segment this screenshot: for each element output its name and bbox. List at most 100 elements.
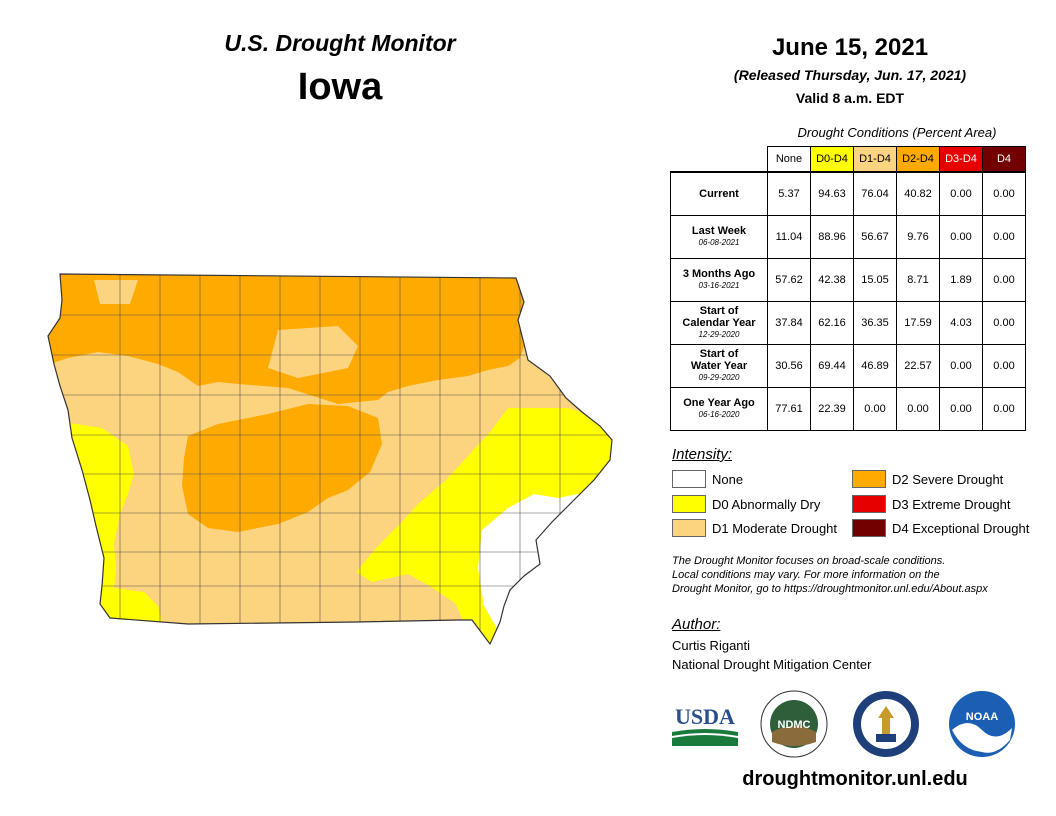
row-label: Last Week 06-08-2021 (670, 215, 768, 259)
table-body: Current 5.37 94.63 76.04 40.82 0.00 0.00 Last W… (670, 171, 1026, 431)
author-title: Author: (672, 616, 721, 633)
row-label: One Year Ago 06-16-2020 (670, 387, 768, 431)
noaa-logo-icon: NOAA (949, 691, 1015, 757)
table-row: Start of Calendar Year 12-29-2020 37.84 62.1… (670, 301, 1026, 345)
row-label: Start of Water Year 09-29-2020 (670, 344, 768, 388)
table-header-row: None D0-D4 D1-D4 D2-D4 D3-D4 D4 (670, 146, 1026, 173)
row-label-line: Start of (699, 348, 739, 360)
drought-monitor-note: The Drought Monitor focuses on broad-sca… (672, 554, 1052, 596)
table-cell: 46.89 (853, 344, 897, 388)
legend-label: D3 Extreme Drought (892, 496, 1011, 512)
table-row: One Year Ago 06-16-2020 77.61 22.39 0.00 0.00… (670, 387, 1026, 431)
legend-label: D2 Severe Drought (892, 471, 1004, 487)
legend-d3: D3 Extreme Drought (852, 495, 1011, 513)
table-cell: 77.61 (767, 387, 811, 431)
d1-pocket (94, 280, 138, 304)
table-cell: 62.16 (810, 301, 854, 345)
table-cell: 0.00 (982, 344, 1026, 388)
row-date: 12-29-2020 (698, 330, 740, 339)
legend-swatch (852, 519, 886, 537)
table-cell: 9.76 (896, 215, 940, 259)
table-cell: 11.04 (767, 215, 811, 259)
intensity-title: Intensity: (672, 446, 733, 463)
table-cell: 0.00 (939, 344, 983, 388)
table-cell: 0.00 (982, 387, 1026, 431)
ndmc-logo-icon: NDMC (760, 690, 828, 758)
legend-d4: D4 Exceptional Drought (852, 519, 1029, 537)
row-label-line: Current (699, 188, 739, 200)
d2-central-region (182, 404, 382, 532)
legend-label: D4 Exceptional Drought (892, 520, 1030, 536)
table-cell: 0.00 (982, 215, 1026, 259)
table-cell: 0.00 (982, 301, 1026, 345)
col-header: None (767, 146, 811, 173)
legend-swatch (672, 519, 706, 537)
col-header: D2-D4 (896, 146, 940, 173)
table-row: 3 Months Ago 03-16-2021 57.62 42.38 15.05 8.7… (670, 258, 1026, 302)
conditions-title: Drought Conditions (Percent Area) (797, 125, 997, 140)
table-cell: 88.96 (810, 215, 854, 259)
commerce-seal-icon (853, 691, 919, 757)
col-header: D0-D4 (810, 146, 854, 173)
note-line: The Drought Monitor focuses on broad-sca… (672, 555, 946, 567)
table-cell: 1.89 (939, 258, 983, 302)
note-line: Local conditions may vary. For more info… (672, 569, 940, 581)
table-cell: 5.37 (767, 171, 811, 216)
legend-label: D1 Moderate Drought (712, 520, 838, 536)
table-cell: 36.35 (853, 301, 897, 345)
table-row: Start of Water Year 09-29-2020 30.56 69.44 46… (670, 344, 1026, 388)
table-cell: 76.04 (853, 171, 897, 216)
col-header: D4 (982, 146, 1026, 173)
table-cell: 56.67 (853, 215, 897, 259)
ndmc-logo-text: NDMC (778, 719, 811, 731)
row-label-line: Last Week (691, 225, 747, 237)
row-label-line: One Year Ago (683, 397, 755, 409)
site-link[interactable]: droughtmonitor.unl.edu (742, 768, 968, 790)
row-date: 06-08-2021 (698, 238, 740, 247)
author-name: Curtis Riganti (672, 638, 751, 653)
table-corner (670, 146, 768, 172)
table-cell: 15.05 (853, 258, 897, 302)
note-line: Drought Monitor, go to https://droughtmo… (672, 583, 988, 595)
usda-logo-text: USDA (675, 704, 735, 729)
legend-swatch (672, 495, 706, 513)
row-label-line: Start of (699, 305, 739, 317)
map-title: U.S. Drought Monitor (224, 30, 456, 56)
table-cell: 0.00 (982, 171, 1026, 216)
legend-swatch (852, 495, 886, 513)
legend-none: None (672, 470, 743, 488)
row-label-line: 3 Months Ago (682, 268, 756, 280)
d1-pocket (268, 326, 358, 378)
table-cell: 0.00 (982, 258, 1026, 302)
col-header: D3-D4 (939, 146, 983, 173)
row-label-line: Calendar Year (682, 317, 756, 329)
drought-conditions-table: None D0-D4 D1-D4 D2-D4 D3-D4 D4 Current 5… (670, 146, 1026, 431)
legend-label: None (712, 471, 744, 487)
table-cell: 0.00 (896, 387, 940, 431)
iowa-drought-map (47, 273, 613, 646)
table-row: Last Week 06-08-2021 11.04 88.96 56.67 9.76 0.… (670, 215, 1026, 259)
map-date: June 15, 2021 (771, 34, 929, 61)
table-cell: 42.38 (810, 258, 854, 302)
legend-d0: D0 Abnormally Dry (672, 495, 820, 513)
row-date: 09-29-2020 (698, 373, 740, 382)
table-cell: 22.39 (810, 387, 854, 431)
row-date: 03-16-2021 (698, 281, 740, 290)
row-label: Start of Calendar Year 12-29-2020 (670, 301, 768, 345)
table-row: Current 5.37 94.63 76.04 40.82 0.00 0.00 (670, 171, 1026, 216)
row-label: Current (670, 171, 768, 216)
table-cell: 69.44 (810, 344, 854, 388)
table-cell: 30.56 (767, 344, 811, 388)
state-outline (47, 273, 613, 646)
table-cell: 4.03 (939, 301, 983, 345)
table-cell: 0.00 (939, 215, 983, 259)
release-date: (Released Thursday, Jun. 17, 2021) (733, 67, 967, 83)
state-name: Iowa (297, 66, 383, 108)
row-date: 06-16-2020 (698, 410, 740, 419)
table-cell: 57.62 (767, 258, 811, 302)
table-cell: 0.00 (939, 171, 983, 216)
legend-swatch (852, 470, 886, 488)
usda-logo-icon: USDA (672, 704, 738, 746)
table-cell: 8.71 (896, 258, 940, 302)
legend-swatch (672, 470, 706, 488)
